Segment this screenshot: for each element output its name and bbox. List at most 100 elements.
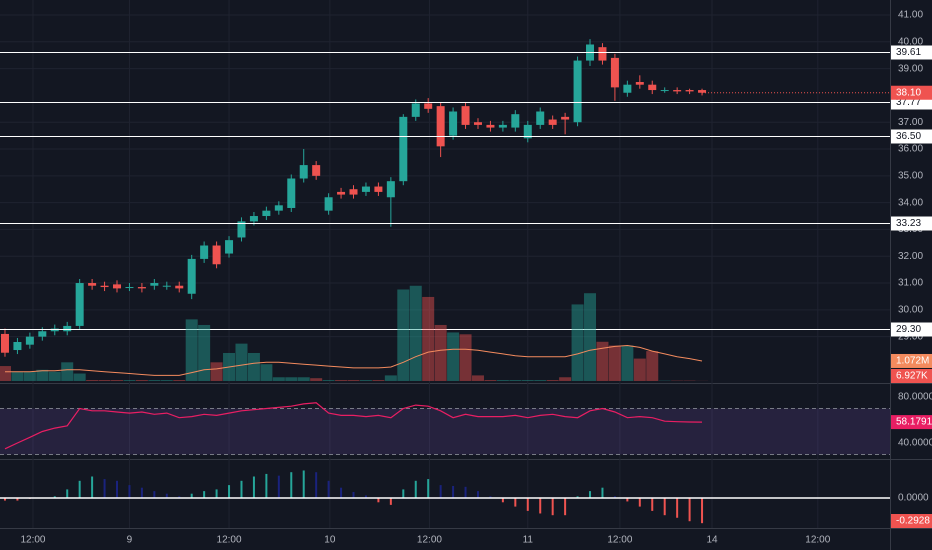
volume-bar: [247, 352, 260, 381]
candle-body: [473, 122, 482, 125]
macd-bar: [190, 493, 193, 498]
volume-bar: [584, 293, 597, 381]
volume-bar: [335, 380, 348, 381]
macd-bar: [215, 489, 218, 498]
rsi-band: [0, 408, 890, 455]
candle-body: [685, 90, 694, 92]
volume-bar: [571, 304, 584, 381]
y-tick-label: 39.00: [898, 63, 923, 74]
volume-bar: [422, 296, 435, 381]
macd-bar: [389, 497, 392, 505]
macd-bar: [203, 491, 206, 498]
macd-bar: [638, 497, 641, 507]
candle-body: [324, 197, 333, 211]
volume-bar: [135, 380, 148, 381]
y-tick-label: 35.00: [898, 170, 923, 181]
volume-bar: [633, 358, 646, 381]
volume-bar: [11, 371, 24, 381]
price-level-label: 37.77: [896, 97, 921, 108]
volume-bar: [397, 289, 410, 381]
macd-bar: [476, 491, 479, 498]
volume-bar: [272, 377, 285, 381]
volume-bar: [86, 380, 99, 381]
volume-bar: [98, 380, 111, 381]
volume-bar: [447, 332, 460, 381]
candle-body: [175, 285, 184, 289]
volume-bar: [73, 373, 86, 381]
candle-body: [374, 186, 383, 192]
candle-body: [150, 283, 159, 286]
last-price-label-box: [891, 85, 932, 100]
candle-body: [598, 47, 607, 61]
macd-bar: [277, 475, 280, 498]
candle-body: [187, 258, 196, 294]
macd-bar: [240, 480, 243, 498]
volume-bar: [496, 380, 509, 381]
candle-body: [287, 178, 296, 208]
candle-body: [424, 103, 433, 109]
price-level-label: 39.61: [896, 47, 921, 58]
candle-body: [225, 240, 234, 254]
price-level-label: 33.23: [896, 218, 921, 229]
macd-bar: [589, 491, 592, 498]
volume-bar: [372, 380, 385, 381]
candle-body: [486, 124, 495, 128]
volume-bar: [322, 380, 335, 381]
volume-bar: [48, 371, 61, 381]
macd-bar: [228, 485, 231, 498]
candle-body: [660, 90, 669, 92]
x-tick-label: 12:00: [217, 535, 242, 546]
macd-bar: [701, 497, 704, 524]
candle-body: [610, 57, 619, 88]
price-level-label-box: [891, 129, 932, 144]
volume-bar: [484, 380, 497, 381]
macd-bar: [576, 496, 579, 498]
y-tick-label: 30.00: [898, 304, 923, 315]
macd-bar: [140, 487, 143, 498]
x-tick-label: 12:00: [607, 535, 632, 546]
y-tick-label: 80.0000: [898, 392, 932, 403]
volume-bar: [434, 324, 447, 381]
volume-label: 1.072M: [896, 356, 929, 367]
volume-bar: [546, 380, 559, 381]
y-tick-label: 34.00: [898, 197, 923, 208]
volume-bar: [173, 380, 186, 381]
candle-body: [436, 106, 445, 147]
volume-bar: [646, 351, 659, 381]
macd-bar: [377, 497, 380, 503]
last-price-label: 38.10: [896, 87, 921, 98]
volume-bar: [160, 380, 173, 381]
price-level-label-box: [891, 216, 932, 231]
candle-body: [249, 216, 258, 222]
rsi-value-label-box: [891, 415, 932, 430]
macd-bar: [116, 480, 119, 498]
macd-bar: [302, 470, 305, 498]
candle-body: [337, 191, 346, 195]
volume-bar: [185, 319, 198, 381]
macd-bar: [676, 497, 679, 518]
volume-bar: [608, 345, 621, 381]
volume-bar: [596, 341, 609, 381]
volume-label-box: [891, 353, 932, 368]
candle-body: [561, 116, 570, 120]
candle-body: [162, 285, 171, 287]
macd-bar: [165, 493, 168, 498]
candle-body: [648, 84, 657, 91]
volume-bar: [285, 377, 298, 381]
macd-bar: [663, 497, 666, 516]
volume-bar: [111, 380, 124, 381]
macd-bar: [688, 497, 691, 522]
price-level-label: 29.30: [896, 324, 921, 335]
y-tick-label: 31.00: [898, 278, 923, 289]
candle-body: [200, 245, 209, 259]
macd-bar: [352, 491, 355, 498]
volume-bar: [471, 375, 484, 381]
candle-body: [361, 186, 370, 192]
candle-body: [523, 124, 532, 139]
macd-bar: [439, 485, 442, 498]
candle-body: [635, 82, 644, 85]
price-level-label: 36.50: [896, 131, 921, 142]
x-tick-label: 10: [324, 535, 336, 546]
